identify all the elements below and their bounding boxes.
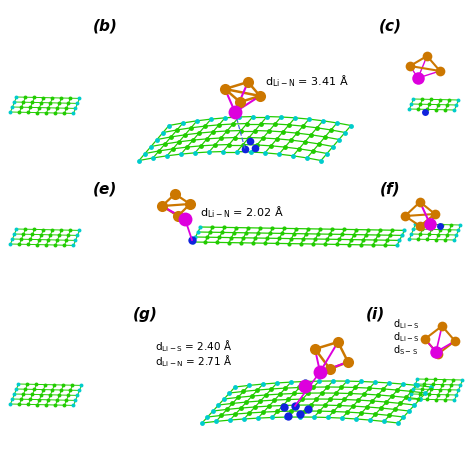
Text: d$_{\rm Li-N}$ = 2.02 Å: d$_{\rm Li-N}$ = 2.02 Å bbox=[200, 204, 283, 220]
Text: (f): (f) bbox=[380, 182, 401, 197]
Text: (c): (c) bbox=[379, 18, 401, 34]
Text: (e): (e) bbox=[93, 182, 117, 197]
Text: d$_{\rm Li-S}$: d$_{\rm Li-S}$ bbox=[393, 330, 419, 344]
Text: d$_{\rm Li-S}$ = 2.40 Å: d$_{\rm Li-S}$ = 2.40 Å bbox=[155, 338, 232, 354]
Text: d$_{\rm S-S}$: d$_{\rm S-S}$ bbox=[393, 343, 418, 357]
Text: (b): (b) bbox=[92, 18, 118, 34]
Text: d$_{\rm Li-N}$ = 2.71 Å: d$_{\rm Li-N}$ = 2.71 Å bbox=[155, 353, 232, 369]
Text: d$_{\rm Li-S}$: d$_{\rm Li-S}$ bbox=[393, 317, 419, 331]
Text: (i): (i) bbox=[365, 307, 384, 321]
Text: d$_{\rm Li-N}$ = 3.41 Å: d$_{\rm Li-N}$ = 3.41 Å bbox=[265, 73, 349, 89]
Text: (g): (g) bbox=[133, 307, 157, 321]
